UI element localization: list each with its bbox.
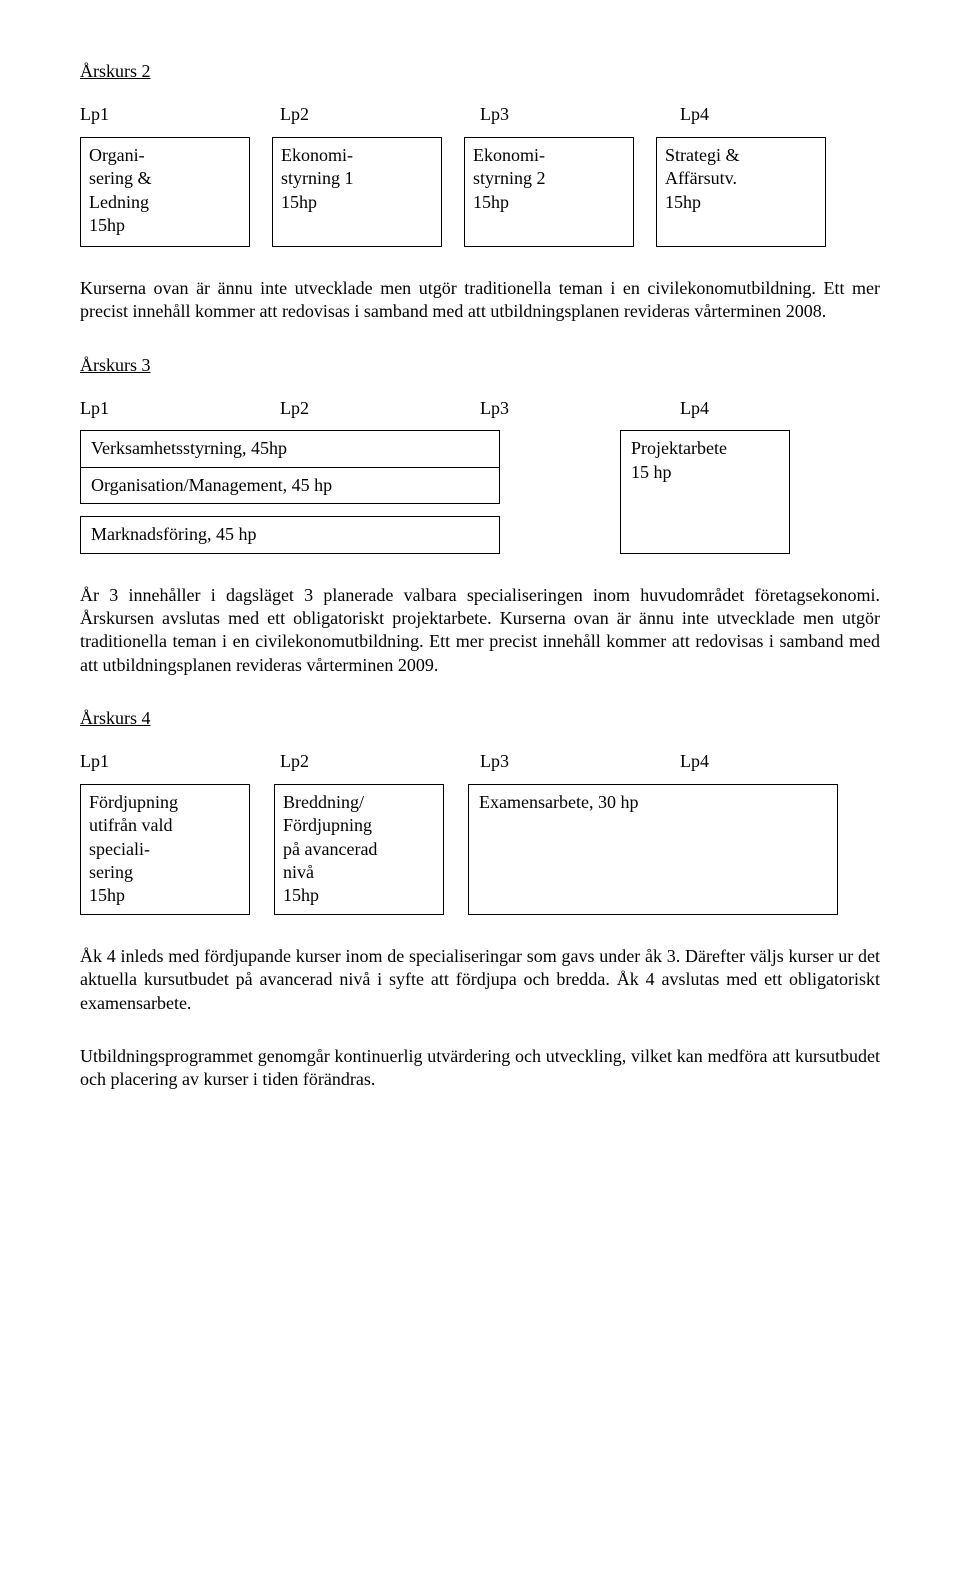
course-box: Breddning/ Fördjupning på avancerad nivå… — [274, 784, 444, 915]
year2-lp-row: Lp1 Lp2 Lp3 Lp4 — [80, 103, 880, 126]
course-line: Strategi & — [665, 144, 817, 167]
year4-lp-row: Lp1 Lp2 Lp3 Lp4 — [80, 750, 880, 773]
lp-label: Lp3 — [480, 397, 680, 420]
lp-label: Lp1 — [80, 750, 280, 773]
course-line: Breddning/ — [283, 791, 435, 814]
year2-paragraph: Kurserna ovan är ännu inte utvecklade me… — [80, 277, 880, 324]
lp-label: Lp2 — [280, 397, 480, 420]
year4-paragraph-2: Utbildningsprogrammet genomgår kontinuer… — [80, 1045, 880, 1092]
course-line: 15 hp — [631, 461, 779, 484]
year2-courses-row: Organi- sering & Ledning 15hp Ekonomi- s… — [80, 137, 880, 247]
course-line: Affärsutv. — [665, 167, 817, 190]
course-line: 15hp — [89, 884, 241, 907]
project-box: Projektarbete 15 hp — [620, 430, 790, 553]
course-line: 15hp — [473, 191, 625, 214]
course-line: styrning 2 — [473, 167, 625, 190]
course-line: Ledning — [89, 191, 241, 214]
year3-lp-row: Lp1 Lp2 Lp3 Lp4 — [80, 397, 880, 420]
course-line: speciali- — [89, 838, 241, 861]
year4-paragraph-1: Åk 4 inleds med fördjupande kurser inom … — [80, 945, 880, 1015]
course-line: 15hp — [283, 884, 435, 907]
course-box: Organi- sering & Ledning 15hp — [80, 137, 250, 247]
year3-left-column: Verksamhetsstyrning, 45hp Organisation/M… — [80, 430, 500, 553]
lp-label: Lp4 — [680, 397, 880, 420]
course-box: Strategi & Affärsutv. 15hp — [656, 137, 826, 247]
course-line: Organi- — [89, 144, 241, 167]
course-line: 15hp — [89, 214, 241, 237]
course-line: 15hp — [665, 191, 817, 214]
course-line: Organisation/Management, 45 hp — [81, 468, 499, 503]
year3-heading: Årskurs 3 — [80, 354, 880, 377]
course-box: Ekonomi- styrning 2 15hp — [464, 137, 634, 247]
lp-label: Lp2 — [280, 103, 480, 126]
course-line: på avancerad — [283, 838, 435, 861]
year3-courses: Verksamhetsstyrning, 45hp Organisation/M… — [80, 430, 880, 553]
lp-label: Lp1 — [80, 397, 280, 420]
course-line: Ekonomi- — [473, 144, 625, 167]
year2-heading: Årskurs 2 — [80, 60, 880, 83]
course-line: 15hp — [281, 191, 433, 214]
course-line: Fördjupning — [283, 814, 435, 837]
lp-label: Lp3 — [480, 750, 680, 773]
course-line: Verksamhetsstyrning, 45hp — [81, 431, 499, 467]
lp-label: Lp4 — [680, 750, 880, 773]
exam-box: Examensarbete, 30 hp — [468, 784, 838, 915]
lp-label: Lp2 — [280, 750, 480, 773]
lp-label: Lp3 — [480, 103, 680, 126]
course-double-box: Verksamhetsstyrning, 45hp Organisation/M… — [80, 430, 500, 504]
course-line: styrning 1 — [281, 167, 433, 190]
year4-courses-row: Fördjupning utifrån vald speciali- serin… — [80, 784, 880, 915]
lp-label: Lp4 — [680, 103, 880, 126]
course-line: Projektarbete — [631, 437, 779, 460]
year4-heading: Årskurs 4 — [80, 707, 880, 730]
course-line: sering & — [89, 167, 241, 190]
course-line: nivå — [283, 861, 435, 884]
course-line: Ekonomi- — [281, 144, 433, 167]
course-box: Ekonomi- styrning 1 15hp — [272, 137, 442, 247]
course-box: Marknadsföring, 45 hp — [80, 516, 500, 553]
course-line: Fördjupning — [89, 791, 241, 814]
course-line: sering — [89, 861, 241, 884]
course-box: Fördjupning utifrån vald speciali- serin… — [80, 784, 250, 915]
lp-label: Lp1 — [80, 103, 280, 126]
year3-paragraph: År 3 innehåller i dagsläget 3 planerade … — [80, 584, 880, 678]
course-line: utifrån vald — [89, 814, 241, 837]
